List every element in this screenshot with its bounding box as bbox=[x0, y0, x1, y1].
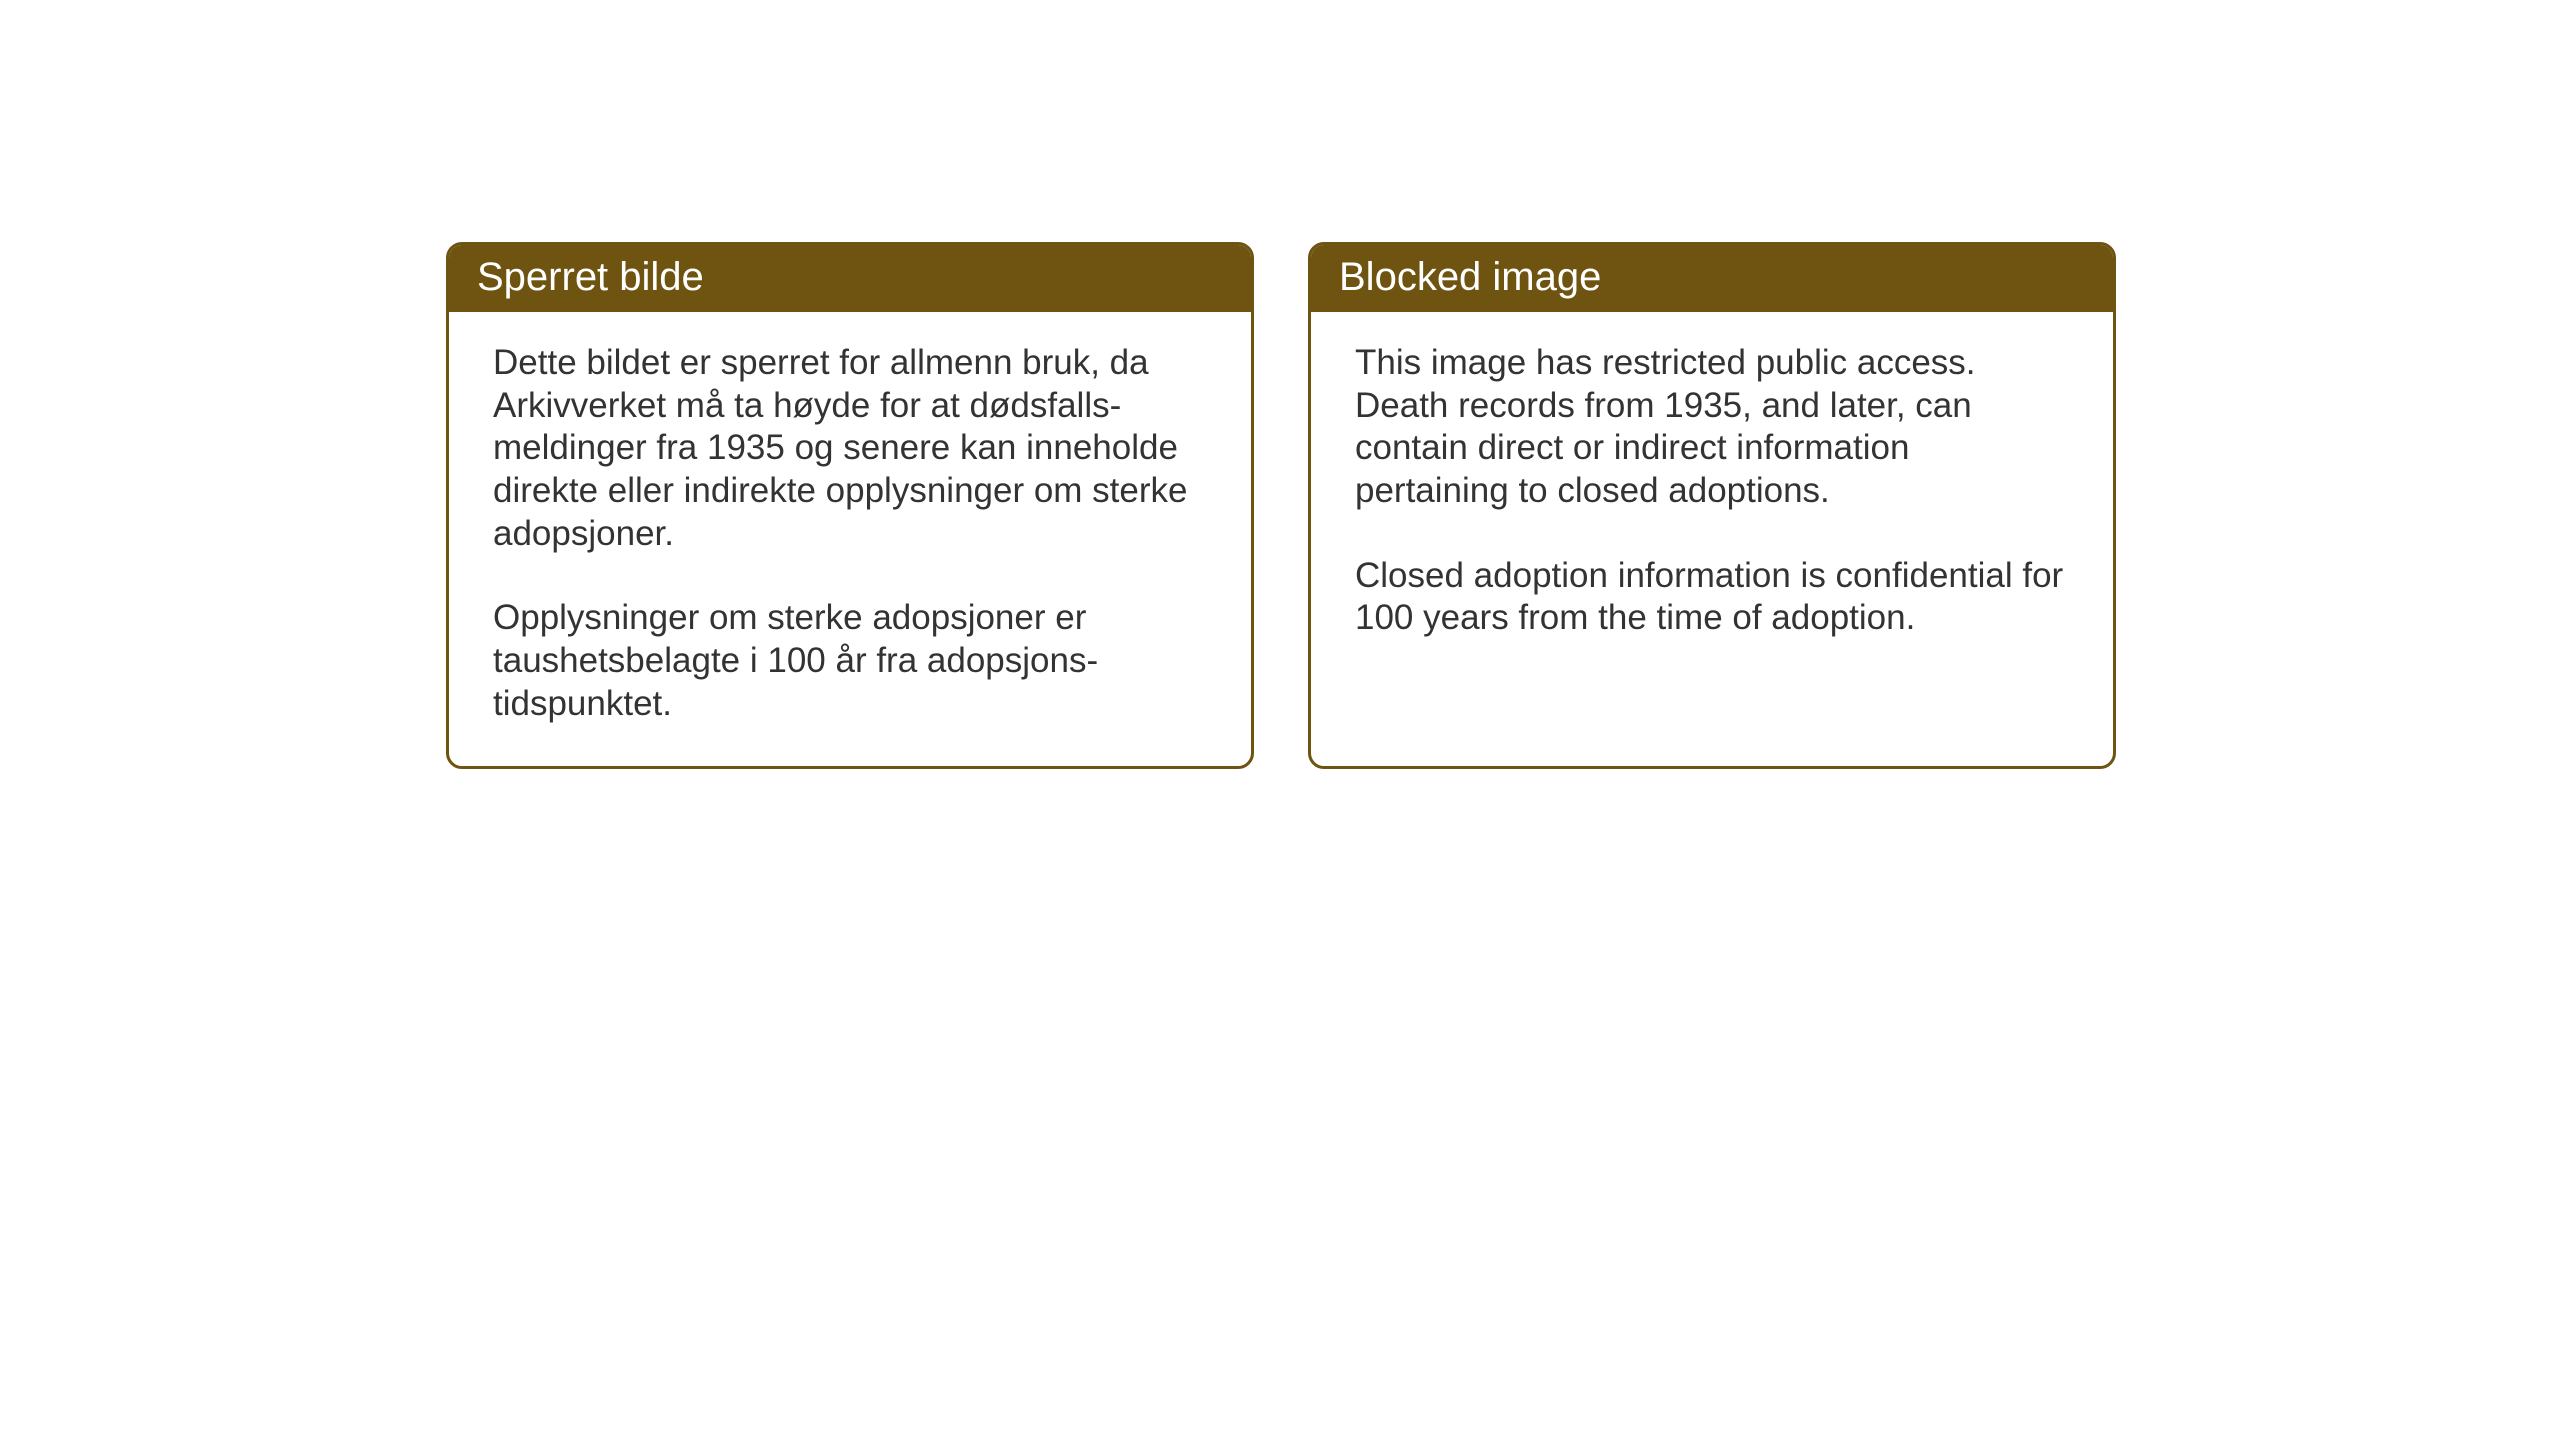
card-body-english: This image has restricted public access.… bbox=[1311, 312, 2113, 722]
notice-card-norwegian: Sperret bilde Dette bildet er sperret fo… bbox=[446, 242, 1254, 769]
card-paragraph-2-english: Closed adoption information is confident… bbox=[1355, 555, 2069, 640]
card-title-english: Blocked image bbox=[1339, 255, 1601, 299]
card-header-norwegian: Sperret bilde bbox=[449, 245, 1251, 312]
notice-card-english: Blocked image This image has restricted … bbox=[1308, 242, 2116, 769]
notice-container: Sperret bilde Dette bildet er sperret fo… bbox=[446, 242, 2116, 769]
card-paragraph-1-norwegian: Dette bildet er sperret for allmenn bruk… bbox=[493, 342, 1207, 555]
card-body-norwegian: Dette bildet er sperret for allmenn bruk… bbox=[449, 312, 1251, 766]
card-header-english: Blocked image bbox=[1311, 245, 2113, 312]
card-title-norwegian: Sperret bilde bbox=[477, 255, 704, 299]
card-paragraph-2-norwegian: Opplysninger om sterke adopsjoner er tau… bbox=[493, 597, 1207, 725]
card-paragraph-1-english: This image has restricted public access.… bbox=[1355, 342, 2069, 513]
